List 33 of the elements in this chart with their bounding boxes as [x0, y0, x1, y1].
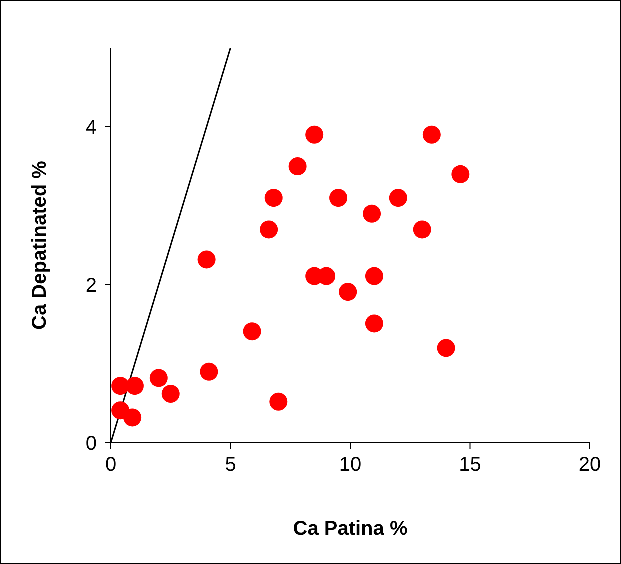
x-tick-label: 5 [225, 454, 236, 476]
point [365, 267, 384, 286]
point [126, 377, 144, 396]
point [288, 158, 307, 176]
point [198, 250, 216, 269]
point [363, 204, 382, 223]
point [264, 189, 283, 208]
point [150, 369, 168, 388]
x-tick-label: 10 [339, 454, 362, 476]
point [162, 385, 180, 404]
point [422, 126, 441, 144]
point [124, 408, 142, 427]
x-tick-label: 15 [459, 454, 482, 476]
x-tick-label: 20 [578, 454, 602, 476]
point [452, 165, 470, 184]
y-axis-title: Ca Depatinated % [29, 160, 52, 330]
point [260, 220, 278, 239]
x-axis-title: Ca Patina % [293, 518, 408, 540]
point [112, 377, 130, 396]
point [243, 322, 262, 341]
point [270, 392, 288, 411]
point [306, 126, 324, 144]
point [339, 283, 358, 302]
point [413, 220, 432, 239]
y-tick-label: 4 [86, 117, 97, 140]
y-tick-label: 0 [86, 433, 97, 456]
point [330, 189, 348, 208]
point [437, 339, 456, 358]
y-tick-label: 2 [86, 275, 97, 298]
x-tick-label: 0 [105, 454, 117, 476]
point [389, 189, 408, 208]
point [365, 314, 384, 333]
point [200, 362, 218, 381]
